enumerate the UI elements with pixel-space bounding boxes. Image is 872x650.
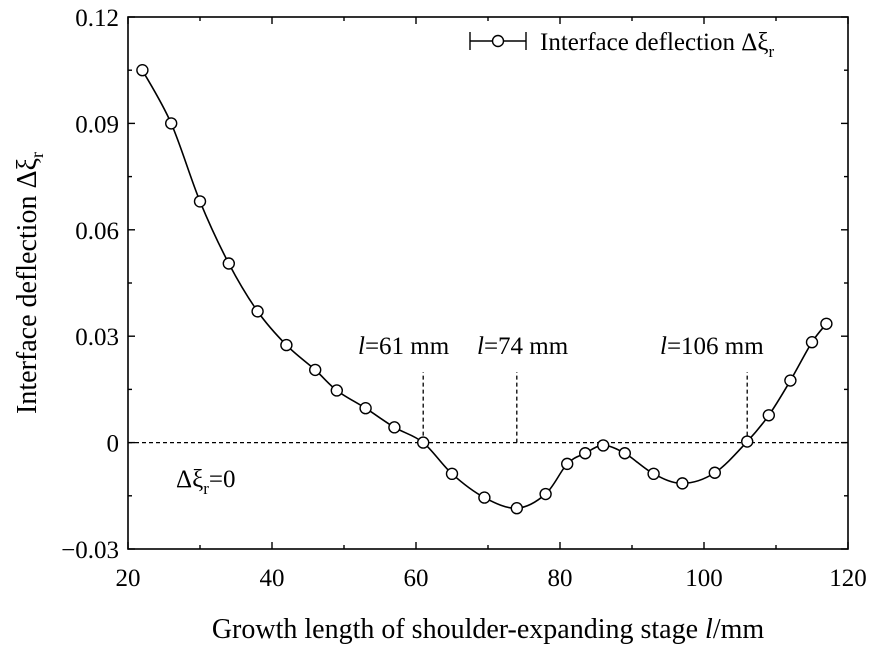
zero-label-rest: =0 [209,466,236,493]
data-point [597,439,610,452]
annotation-l-106: l=106 mm [660,333,764,360]
x-tick-label: 80 [548,565,573,592]
y-tick-label: 0.12 [75,5,119,32]
data-point [193,195,207,208]
y-tick-label: 0.03 [75,324,119,351]
y-axis-title-text: Interface deflection Δξ [12,158,43,414]
data-point [445,467,459,481]
y-tick-label: 0.06 [75,218,119,245]
x-tick-label: 40 [260,565,285,592]
zero-deflection-label: Δξr=0 [176,466,236,498]
data-point [330,384,343,397]
data-point [388,421,401,434]
data-point [251,305,264,318]
legend-marker [491,34,505,48]
data-point [762,409,775,422]
y-tick-label: −0.03 [61,537,119,564]
data-point [222,257,236,270]
x-tick-label: 20 [116,565,141,592]
zero-label-sub: r [203,479,209,498]
data-point [417,436,430,449]
data-point [805,336,819,349]
x-tick-label: 100 [685,565,723,592]
annotation-var: l [477,333,484,360]
data-point [136,63,149,77]
data-point [579,447,592,460]
data-point [618,447,631,460]
data-point [359,401,372,415]
legend-series-sub: r [768,42,774,61]
data-point [561,457,574,471]
annotation-var: l [660,333,667,360]
zero-label-main: Δξ [176,466,203,493]
data-point [478,491,491,504]
annotation-var: l [358,333,365,360]
data-point [647,467,660,481]
y-tick-label: 0 [107,431,120,458]
data-point [741,435,754,448]
x-axis-title-text: Growth length of shoulder-expanding stag… [212,614,698,645]
data-point [708,466,721,479]
data-point [784,374,797,387]
data-point [280,338,293,352]
annotation-l-61: l=61 mm [358,333,450,360]
x-tick-label: 120 [829,565,867,592]
y-axis-title: Interface deflection Δξr [12,152,47,414]
annotation-text: =74 mm [484,333,569,360]
annotation-text: =61 mm [365,333,450,360]
data-point [539,487,552,501]
x-axis-title-unit: /mm [713,614,765,645]
plot-frame [127,16,849,550]
data-point [309,363,322,377]
x-tick-label: 60 [404,565,429,592]
data-point [164,117,178,130]
x-axis-title-var: l [705,614,713,645]
data-point [820,317,833,330]
legend: Interface deflection Δξr [469,29,774,61]
axis-ticks: 20 40 60 80 100 120 −0.03 0 0.03 0.06 0.09 0.12 [61,5,867,592]
data-point [510,502,523,515]
data-point [676,477,689,490]
series-layer [136,63,833,515]
plot-area [127,16,849,550]
y-axis-title-sub: r [27,152,47,158]
annotation-l-74: l=74 mm [477,333,569,360]
legend-series-name: Interface deflection Δξ [540,29,768,56]
x-axis-title: Growth length of shoulder-expanding stag… [212,614,765,645]
legend-label: Interface deflection Δξr [540,29,774,61]
y-tick-label: 0.09 [75,111,119,138]
annotation-text: =106 mm [667,333,764,360]
